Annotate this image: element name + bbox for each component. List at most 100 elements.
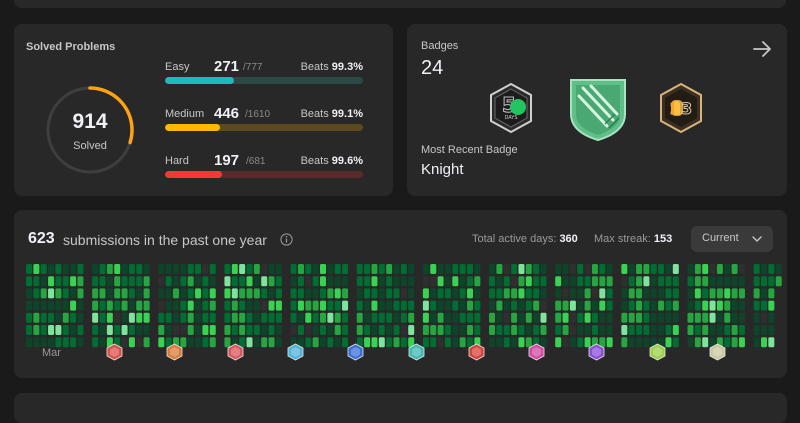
heatmap-cell[interactable] (261, 312, 268, 323)
heatmap-cell[interactable] (658, 325, 665, 335)
heatmap-cell[interactable] (386, 288, 393, 299)
heatmap-cell[interactable] (408, 264, 415, 274)
heatmap-cell[interactable] (231, 276, 238, 287)
heatmap-cell[interactable] (606, 312, 613, 323)
heatmap-cell[interactable] (694, 312, 701, 323)
heatmap-cell[interactable] (761, 325, 767, 335)
heatmap-cell[interactable] (320, 288, 326, 299)
heatmap-cell[interactable] (114, 325, 121, 335)
heatmap-cell[interactable] (70, 276, 77, 287)
heatmap-cell[interactable] (356, 312, 363, 323)
heatmap-cell[interactable] (55, 276, 62, 287)
heatmap-cell[interactable] (62, 288, 69, 299)
heatmap-cell[interactable] (775, 276, 782, 287)
heatmap-cell[interactable] (33, 337, 40, 348)
heatmap-cell[interactable] (474, 276, 481, 287)
heatmap-cell[interactable] (386, 312, 393, 323)
heatmap-cell[interactable] (584, 264, 591, 274)
heatmap-cell[interactable] (430, 264, 437, 274)
heatmap-cell[interactable] (724, 276, 731, 287)
heatmap-cell[interactable] (48, 337, 55, 348)
heatmap-cell[interactable] (665, 337, 672, 348)
heatmap-cell[interactable] (26, 300, 32, 311)
heatmap-cell[interactable] (128, 300, 135, 311)
heatmap-cell[interactable] (40, 325, 47, 335)
monthly-badge-oct-icon[interactable] (468, 343, 485, 361)
heatmap-cell[interactable] (290, 325, 297, 335)
heatmap-cell[interactable] (672, 325, 679, 335)
heatmap-cell[interactable] (70, 312, 77, 323)
heatmap-cell[interactable] (195, 276, 202, 287)
heatmap-cell[interactable] (386, 325, 393, 335)
heatmap-cell[interactable] (275, 276, 282, 287)
heatmap-cell[interactable] (636, 337, 643, 348)
heatmap-cell[interactable] (606, 276, 613, 287)
heatmap-cell[interactable] (452, 312, 459, 323)
heatmap-cell[interactable] (518, 337, 525, 348)
heatmap-cell[interactable] (187, 325, 194, 335)
monthly-badge-aug-icon[interactable] (347, 343, 364, 361)
heatmap-cell[interactable] (342, 288, 349, 299)
heatmap-cell[interactable] (768, 300, 775, 311)
heatmap-cell[interactable] (187, 276, 194, 287)
heatmap-cell[interactable] (70, 288, 77, 299)
heatmap-cell[interactable] (143, 325, 150, 335)
heatmap-cell[interactable] (70, 325, 77, 335)
heatmap-cell[interactable] (577, 325, 584, 335)
heatmap-cell[interactable] (761, 288, 767, 299)
heatmap-cell[interactable] (577, 337, 584, 348)
heatmap-cell[interactable] (599, 337, 606, 348)
heatmap-cell[interactable] (628, 312, 635, 323)
heatmap-cell[interactable] (99, 337, 106, 348)
heatmap-cell[interactable] (437, 264, 444, 274)
heatmap-cell[interactable] (459, 264, 466, 274)
heatmap-cell[interactable] (275, 264, 282, 274)
heatmap-cell[interactable] (525, 325, 532, 335)
heatmap-cell[interactable] (33, 300, 40, 311)
heatmap-cell[interactable] (195, 312, 202, 323)
heatmap-cell[interactable] (378, 300, 385, 311)
heatmap-cell[interactable] (26, 264, 32, 274)
heatmap-cell[interactable] (518, 264, 525, 274)
heatmap-cell[interactable] (694, 337, 701, 348)
heatmap-cell[interactable] (400, 288, 407, 299)
heatmap-cell[interactable] (99, 325, 106, 335)
heatmap-cell[interactable] (195, 337, 202, 348)
heatmap-cell[interactable] (687, 325, 694, 335)
heatmap-cell[interactable] (253, 264, 260, 274)
heatmap-cell[interactable] (459, 337, 466, 348)
heatmap-cell[interactable] (143, 312, 150, 323)
arrow-right-icon[interactable] (751, 38, 773, 60)
heatmap-cell[interactable] (636, 325, 643, 335)
heatmap-cell[interactable] (26, 288, 32, 299)
heatmap-cell[interactable] (305, 325, 312, 335)
heatmap-cell[interactable] (599, 276, 606, 287)
heatmap-cell[interactable] (606, 325, 613, 335)
heatmap-cell[interactable] (422, 325, 429, 335)
heatmap-cell[interactable] (239, 276, 246, 287)
heatmap-cell[interactable] (231, 288, 238, 299)
heatmap-cell[interactable] (533, 325, 540, 335)
heatmap-cell[interactable] (268, 325, 275, 335)
heatmap-cell[interactable] (511, 264, 518, 274)
heatmap-cell[interactable] (599, 300, 606, 311)
heatmap-cell[interactable] (650, 264, 657, 274)
heatmap-cell[interactable] (452, 300, 459, 311)
heatmap-cell[interactable] (356, 337, 363, 348)
heatmap-cell[interactable] (467, 312, 473, 323)
heatmap-cell[interactable] (77, 337, 84, 348)
heatmap-cell[interactable] (253, 276, 260, 287)
heatmap-cell[interactable] (224, 300, 231, 311)
heatmap-cell[interactable] (40, 264, 47, 274)
heatmap-cell[interactable] (518, 325, 525, 335)
heatmap-cell[interactable] (709, 325, 716, 335)
heatmap-cell[interactable] (555, 337, 562, 348)
heatmap-cell[interactable] (165, 325, 172, 335)
heatmap-cell[interactable] (356, 300, 363, 311)
heatmap-cell[interactable] (386, 276, 393, 287)
heatmap-cell[interactable] (496, 288, 503, 299)
heatmap-cell[interactable] (305, 312, 312, 323)
heatmap-cell[interactable] (422, 264, 429, 274)
heatmap-cell[interactable] (77, 288, 84, 299)
heatmap-cell[interactable] (621, 325, 628, 335)
